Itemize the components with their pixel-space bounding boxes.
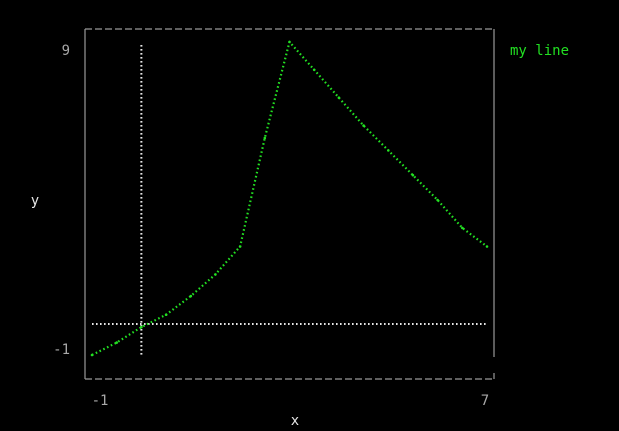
y-tick-label: 9: [62, 43, 70, 59]
data-point: [263, 136, 267, 140]
legend-entry: my line: [510, 43, 569, 59]
y-axis-label: y: [31, 193, 39, 209]
series-layer: [90, 40, 489, 357]
data-point: [411, 173, 415, 177]
data-point: [337, 96, 341, 99]
y-tick-label: -1: [53, 342, 70, 358]
data-point: [288, 40, 291, 44]
data-point: [140, 325, 143, 329]
chart-labels: 9 -1 -1 7 y x my line: [31, 43, 569, 429]
data-point: [362, 124, 365, 127]
x-tick-label: 7: [481, 393, 489, 409]
data-point: [189, 294, 193, 298]
data-point: [115, 341, 118, 344]
data-point: [238, 245, 242, 248]
data-point: [485, 245, 489, 248]
chart-frame: [84, 28, 495, 380]
x-axis-label: x: [291, 413, 299, 427]
x-tick-label: -1: [92, 393, 109, 409]
data-point: [436, 198, 439, 202]
reference-lines: [92, 45, 487, 355]
data-point: [214, 273, 217, 276]
data-point: [164, 313, 168, 317]
data-point: [387, 149, 390, 152]
data-point: [312, 68, 316, 72]
data-point: [461, 226, 464, 230]
series-line: [91, 40, 488, 356]
data-point: [90, 353, 94, 357]
